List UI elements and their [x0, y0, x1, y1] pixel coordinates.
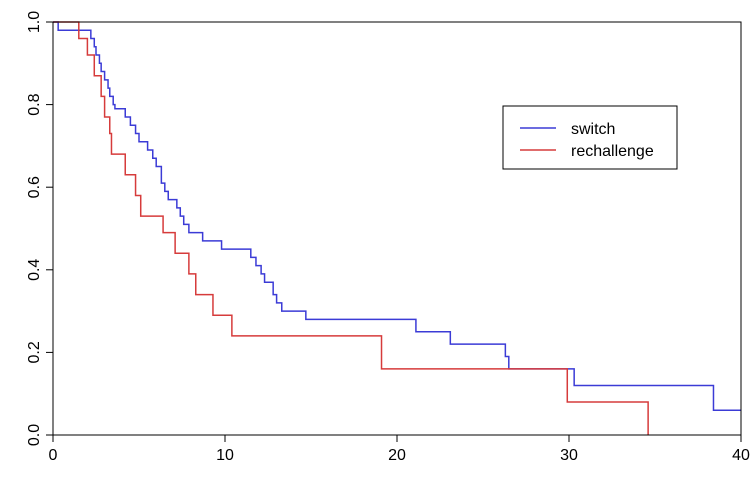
- y-tick-label: 0.4: [26, 259, 43, 281]
- series-line-switch: [53, 21, 741, 411]
- x-tick-label: 30: [560, 447, 578, 464]
- series-line-rechallenge: [53, 21, 649, 435]
- legend-label-switch: switch: [571, 121, 615, 138]
- x-tick-label: 20: [388, 447, 406, 464]
- legend-label-rechallenge: rechallenge: [571, 143, 654, 160]
- y-tick-label: 0.0: [26, 424, 43, 446]
- x-tick-label: 10: [216, 447, 234, 464]
- series-layer: [53, 21, 741, 435]
- y-tick-label: 0.2: [26, 341, 43, 363]
- legend: switch rechallenge: [502, 105, 678, 170]
- x-tick-label: 0: [49, 447, 58, 464]
- y-tick-label: 0.6: [26, 176, 43, 198]
- y-tick-label: 1.0: [26, 11, 43, 33]
- axes-layer: 0 10 20 30 40 0.0 0.2 0.4 0.6 0.8 1.0: [26, 11, 750, 464]
- legend-box: [502, 105, 678, 170]
- x-tick-label: 40: [732, 447, 750, 464]
- y-tick-label: 0.8: [26, 93, 43, 115]
- plot-frame: [52, 21, 742, 436]
